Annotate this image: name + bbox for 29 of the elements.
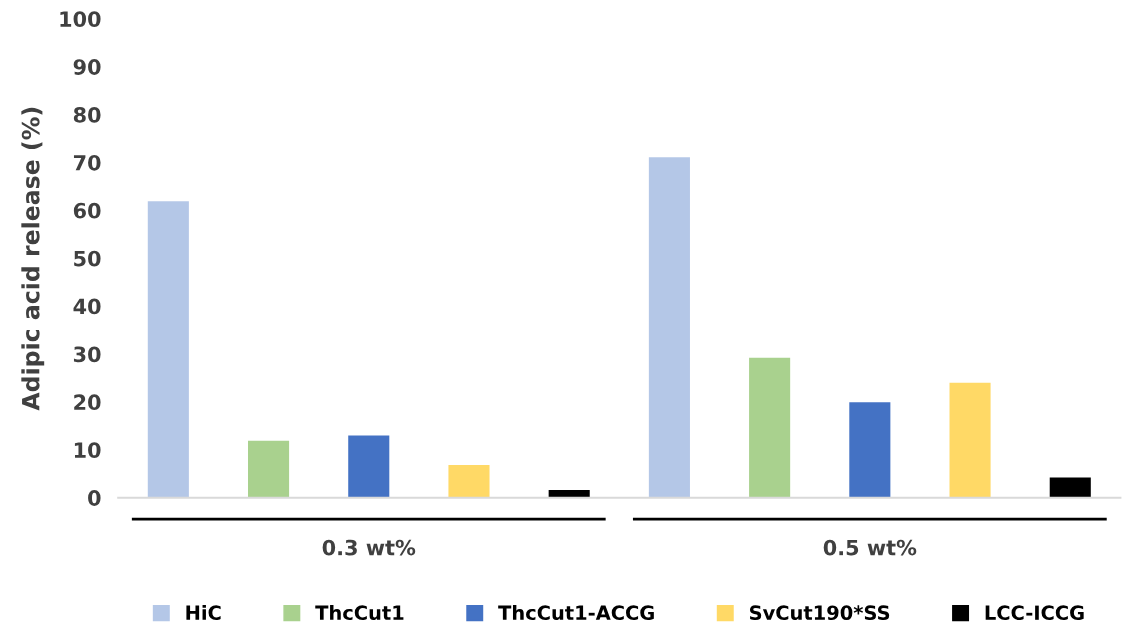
legend-label: SvCut190*SS [749,605,890,621]
bar [849,402,891,498]
bar [448,465,490,498]
y-tick-label: 30 [73,346,101,363]
bar [248,440,290,498]
y-tick-label: 20 [74,394,101,411]
legend-label: LCC-ICCG [985,605,1084,621]
y-tick-label: 80 [73,107,101,123]
y-tick-label: 40 [73,298,101,315]
bar [548,490,590,498]
x-tick-label: 0.3 wt% [322,539,416,556]
legend-label: ThcCut1-ACCG [498,605,654,621]
y-tick-label: 60 [73,202,101,219]
y-tick-label: 90 [73,59,101,75]
y-axis-title: Adipic acid release (%) [21,107,45,411]
y-tick-label: 0 [88,490,101,506]
bar [147,201,189,498]
y-tick-label: 50 [74,250,101,267]
y-tick-label: 10 [74,442,101,458]
y-tick-label: 100 [60,11,101,27]
legend-label: ThcCut1 [315,605,404,621]
legend-label: HiC [186,605,221,621]
y-tick-label: 70 [73,154,101,171]
bar [1049,477,1091,498]
x-tick-label: 0.5 wt% [823,539,917,556]
bar [348,435,390,498]
bar [949,382,991,498]
bar [749,357,791,498]
bar [648,157,690,498]
